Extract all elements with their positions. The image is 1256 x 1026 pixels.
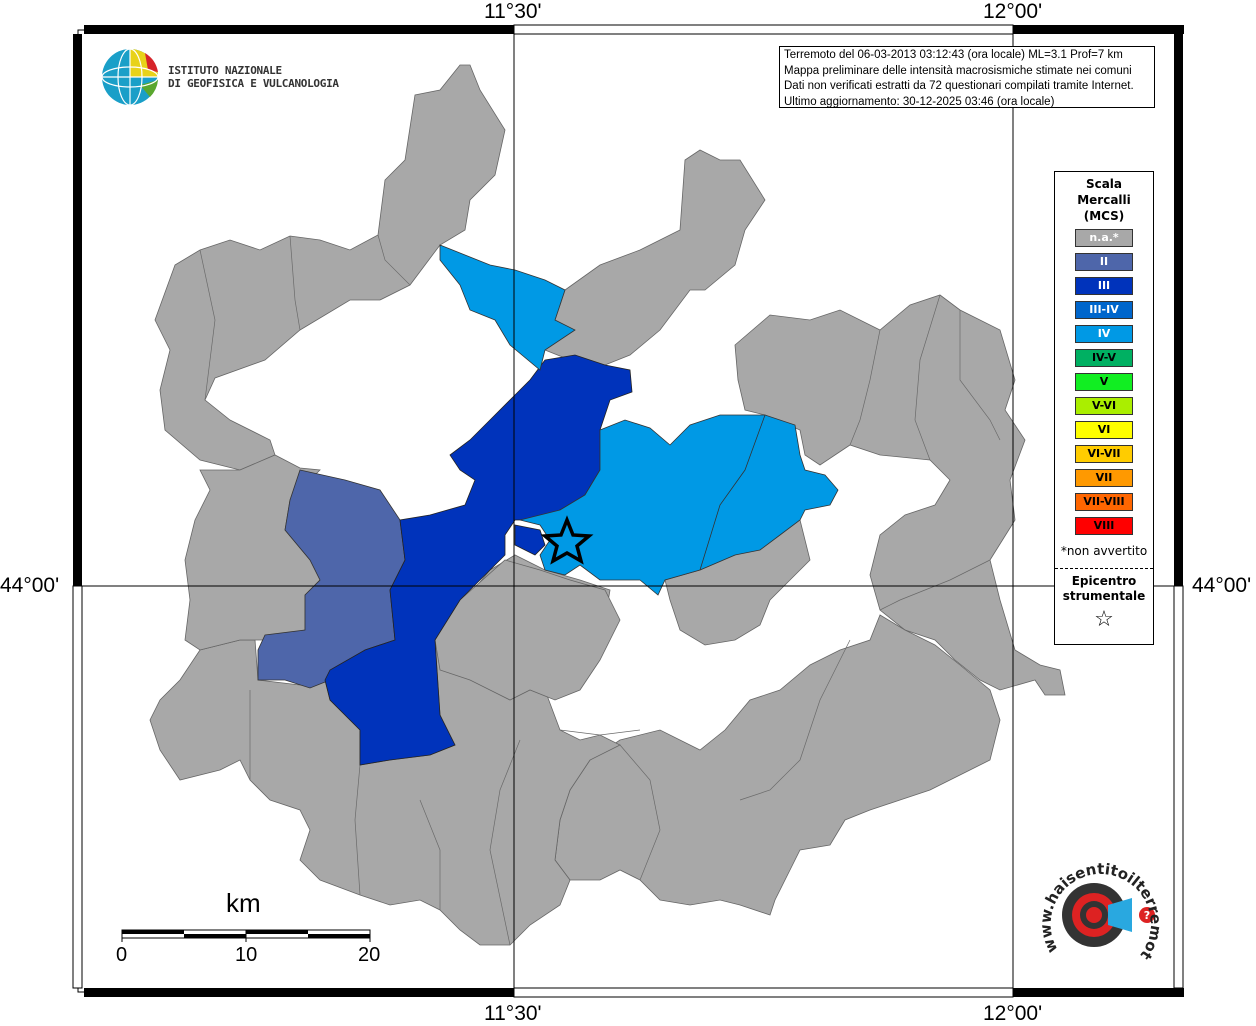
legend-swatch-vii-viii: VII-VIII [1075,493,1133,511]
ingv-line1: ISTITUTO NAZIONALE [168,64,282,77]
coord-bottom-right: 12°00' [983,1002,1043,1025]
scale-tick-20: 20 [358,944,381,966]
legend-swatch-vii: VII [1075,469,1133,487]
event-info-box: Terremoto del 06-03-2013 03:12:43 (ora l… [779,46,1155,108]
scale-bar [121,929,371,942]
frame-band-bottom-2 [513,987,1014,998]
info-line3: Dati non verificati estratti da 72 quest… [784,80,1134,92]
legend-swatch-v: V [1075,373,1133,391]
frame-band-right-2 [1173,585,1184,989]
ingv-logo-text: ISTITUTO NAZIONALE DI GEOFISICA E VULCAN… [168,64,339,90]
legend-epicenter: Epicentro strumentale [1055,574,1153,604]
legend-swatch-iii-iv: III-IV [1075,301,1133,319]
frame-band-top-1 [84,25,514,34]
legend: Scala Mercalli (MCS) n.a.* II III III-IV IV I… [1054,171,1154,645]
legend-epicenter-2: strumentale [1062,589,1146,603]
epicenter-star [540,515,594,565]
frame-band-bottom-3 [1013,988,1184,997]
legend-title-1: Scala [1085,177,1123,191]
coord-top-left: 11°30' [484,0,542,23]
info-line2: Mappa preliminare delle intensità macros… [784,64,1132,77]
region-cs [434,559,621,701]
svg-text:?: ? [1144,909,1150,922]
frame-band-top-2 [513,24,1014,35]
legend-swatch-iv: IV [1075,325,1133,343]
legend-title-3: (MCS) [1083,209,1125,223]
frame-band-left-2 [72,585,83,989]
internal-borders [199,234,1001,946]
legend-not-felt: *non avvertito [1060,544,1148,558]
coord-left: 44°00' [0,574,60,597]
legend-swatch-iii: III [1075,277,1133,295]
legend-swatch-n-a: n.a.* [1075,229,1133,247]
legend-swatch-vi-vii: VI-VII [1075,445,1133,463]
frame-band-bottom-1 [84,988,514,997]
frame-band-left-1 [73,34,82,586]
legend-title-2: Mercalli [1077,193,1131,207]
legend-title: Scala Mercalli (MCS) [1055,176,1153,224]
info-line4: Ultimo aggiornamento: 30-12-2025 03:46 (… [784,95,1055,108]
legend-separator [1055,568,1153,569]
coord-bottom-left: 11°30' [484,1002,542,1025]
scale-tick-10: 10 [235,944,258,966]
legend-star-icon: ☆ [1094,607,1114,632]
region-intensity-IV-north [439,244,576,371]
legend-swatch-vi: VI [1075,421,1133,439]
municipalities-na [149,64,1066,946]
region-intensity-IV-east [519,414,839,596]
legend-swatch-viii: VIII [1075,517,1133,535]
ingv-logo-icon [101,48,159,106]
legend-swatch-v-vi: V-VI [1075,397,1133,415]
legend-swatch-ii: II [1075,253,1133,271]
region-intensity-III-small [514,524,546,556]
info-line1: Terremoto del 06-03-2013 03:12:43 (ora l… [784,49,1123,61]
region-intensity-IV-border [699,414,766,571]
legend-epicenter-1: Epicentro [1071,574,1137,588]
scale-tick-0: 0 [116,944,128,966]
frame-band-right-1 [1174,34,1183,586]
scale-unit: km [226,888,261,918]
coord-top-right: 12°00' [983,0,1043,23]
coord-right: 44°00' [1192,574,1252,597]
legend-swatch-iv-v: IV-V [1075,349,1133,367]
ingv-line2: DI GEOFISICA E VULCANOLOGIA [168,77,339,90]
frame-band-top-3 [1013,25,1184,34]
